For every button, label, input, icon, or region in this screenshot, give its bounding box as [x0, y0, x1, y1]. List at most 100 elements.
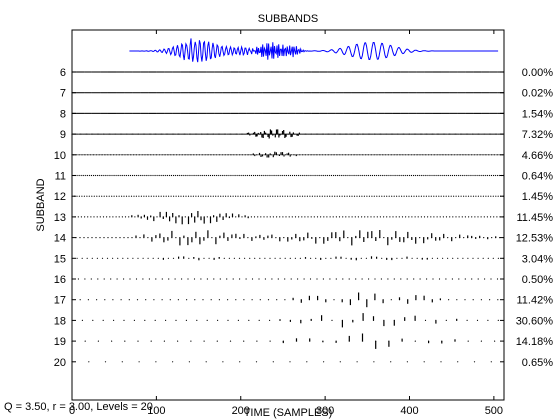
subband-coefficient-dot: [108, 92, 111, 94]
subband-coefficient-dot: [379, 112, 381, 114]
subband-coefficient-dot: [304, 133, 307, 135]
subband-coefficient-dot: [161, 71, 163, 73]
subband-coefficient-dot: [478, 71, 480, 73]
subband-coefficient-dot: [460, 195, 462, 197]
subband-coefficient-dot: [207, 71, 209, 73]
subband-coefficient-dot: [87, 133, 89, 135]
subband-coefficient-dot: [287, 195, 289, 197]
subband-coefficient-dot: [123, 71, 125, 73]
subband-coefficient-dot: [110, 71, 113, 73]
subband-coefficient-dot: [348, 174, 350, 177]
subband-coefficient-dot: [149, 154, 151, 156]
subband-coefficient-dot: [351, 92, 354, 94]
subband-coefficient-dot: [291, 174, 294, 177]
subband-coefficient-dot: [161, 92, 163, 94]
subband-coefficient-dot: [377, 174, 379, 177]
subband-coefficient-dot: [140, 133, 142, 135]
subband-coefficient-dot: [177, 71, 179, 73]
subband-coefficient-dot: [349, 133, 351, 135]
subband-coefficient-dot: [123, 237, 125, 239]
subband-coefficient-dot: [150, 340, 152, 342]
subband-coefficient-dot: [329, 278, 331, 280]
subband-coefficient-dot: [333, 112, 335, 114]
subband-coefficient-dot: [162, 133, 164, 135]
subband-coefficient-dot: [129, 174, 132, 177]
subband-coefficient-dot: [93, 92, 95, 94]
subband-coefficient-dot: [415, 133, 417, 135]
energy-percentage-label: 1.54%: [522, 108, 553, 120]
subband-coefficient-dot: [317, 154, 319, 156]
subband-coefficient-dot: [369, 92, 371, 94]
subband-coefficient-dot: [498, 71, 500, 73]
subband-coefficient-dot: [406, 112, 408, 114]
subband-coefficient-dot: [135, 278, 138, 280]
subband-coefficient-dot: [462, 112, 464, 114]
subband-coefficient-dot: [249, 112, 251, 114]
subband-coefficient-dot: [363, 92, 365, 94]
subband-coefficient-dot: [163, 340, 165, 342]
subband-coefficient-dot: [221, 133, 223, 135]
subband-coefficient-dot: [244, 133, 246, 135]
subband-coefficient-dot: [424, 154, 426, 156]
subband-coefficient-dot: [394, 133, 396, 135]
subband-coefficient-dot: [461, 216, 463, 218]
subband-coefficient-dot: [131, 174, 134, 177]
subband-coefficient-dot: [159, 133, 161, 135]
subband-coefficient-dot: [459, 174, 461, 177]
subband-coefficient-dot: [272, 92, 275, 94]
subband-coefficient-dot: [233, 174, 235, 177]
subband-coefficient-dot: [275, 71, 278, 73]
subband-coefficient-dot: [223, 174, 225, 177]
subband-coefficient-dot: [443, 92, 445, 94]
subband-coefficient-dot: [284, 92, 286, 94]
subband-coefficient-dot: [337, 112, 339, 114]
subband-coefficient-dot: [301, 133, 303, 135]
subband-coefficient-dot: [105, 112, 107, 114]
subband-coefficient-dot: [269, 195, 271, 197]
subband-coefficient-dot: [134, 112, 136, 114]
subband-coefficient-dot: [125, 71, 127, 73]
subband-coefficient-dot: [237, 92, 239, 94]
subband-coefficient-dot: [241, 216, 243, 218]
subband-coefficient-dot: [444, 92, 446, 94]
subband-coefficient-dot: [290, 278, 292, 280]
subband-coefficient-dot: [82, 133, 84, 135]
subband-coefficient-dot: [382, 92, 384, 94]
subband-coefficient-dot: [290, 92, 292, 94]
subband-coefficient-dot: [180, 195, 182, 197]
subband-coefficient-dot: [164, 92, 166, 94]
subband-coefficient-dot: [468, 71, 470, 73]
subband-coefficient-dot: [370, 92, 372, 94]
subband-coefficient-dot: [380, 92, 382, 94]
subband-coefficient-dot: [490, 112, 492, 114]
subband-coefficient-dot: [79, 154, 81, 156]
subband-coefficient-dot: [121, 195, 123, 197]
subband-coefficient-dot: [414, 340, 416, 342]
subband-coefficient-dot: [407, 174, 409, 177]
subband-coefficient-dot: [294, 257, 296, 259]
subband-coefficient-dot: [315, 154, 317, 156]
subband-coefficient-dot: [487, 319, 489, 321]
subband-coefficient-dot: [445, 278, 447, 280]
subband-coefficient-dot: [113, 92, 116, 94]
subband-coefficient-dot: [435, 133, 437, 135]
subband-coefficient-dot: [299, 92, 301, 94]
subband-coefficient-dot: [383, 71, 385, 73]
subband-coefficient-dot: [363, 71, 365, 73]
subband-coefficient-dot: [183, 154, 185, 156]
subband-coefficient-dot: [456, 112, 458, 114]
subband-coefficient-dot: [215, 174, 217, 177]
subband-coefficient-dot: [393, 278, 395, 280]
subband-coefficient-dot: [192, 71, 195, 73]
subband-coefficient-dot: [123, 154, 125, 156]
subband-coefficient-dot: [159, 174, 161, 177]
subband-coefficient-dot: [188, 71, 191, 73]
subband-coefficient-dot: [110, 133, 112, 135]
subband-coefficient-dot: [335, 71, 337, 73]
subband-coefficient-dot: [118, 216, 120, 218]
subband-coefficient-dot: [378, 92, 380, 94]
subband-coefficient-dot: [247, 237, 249, 239]
subband-coefficient-dot: [319, 174, 321, 177]
subband-coefficient-dot: [139, 133, 141, 135]
subband-coefficient-dot: [176, 92, 178, 94]
